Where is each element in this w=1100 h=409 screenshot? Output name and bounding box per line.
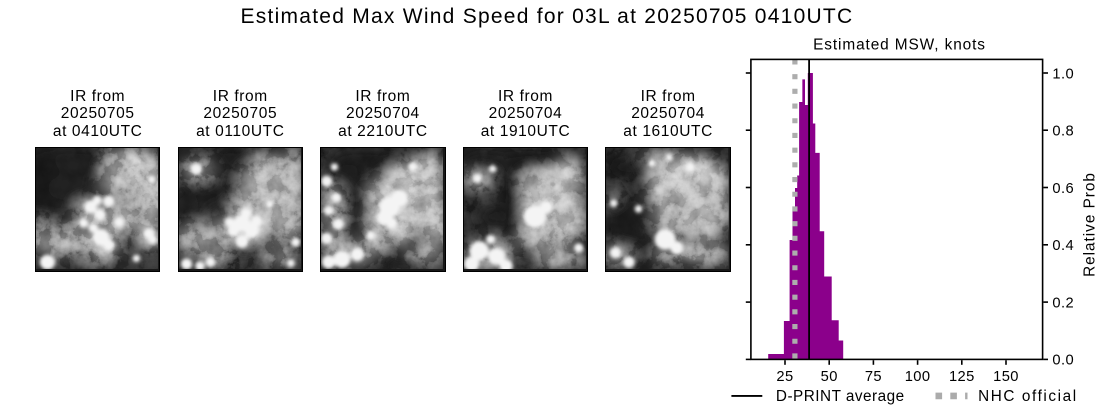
- svg-text:0.4: 0.4: [1052, 238, 1074, 254]
- svg-text:0.8: 0.8: [1052, 124, 1074, 140]
- svg-text:0.2: 0.2: [1052, 295, 1074, 311]
- svg-text:0.6: 0.6: [1052, 181, 1074, 197]
- svg-text:125: 125: [949, 369, 975, 385]
- svg-text:NHC official: NHC official: [978, 388, 1078, 405]
- svg-text:75: 75: [865, 369, 882, 385]
- svg-text:50: 50: [821, 369, 838, 385]
- svg-text:D-PRINT average: D-PRINT average: [776, 388, 905, 405]
- svg-text:1.0: 1.0: [1052, 66, 1074, 82]
- svg-text:150: 150: [993, 369, 1019, 385]
- svg-text:25: 25: [776, 369, 793, 385]
- svg-text:Relative Prob: Relative Prob: [1081, 172, 1098, 277]
- svg-text:100: 100: [905, 369, 931, 385]
- svg-text:Estimated MSW, knots: Estimated MSW, knots: [813, 37, 986, 54]
- svg-text:0.0: 0.0: [1052, 353, 1074, 369]
